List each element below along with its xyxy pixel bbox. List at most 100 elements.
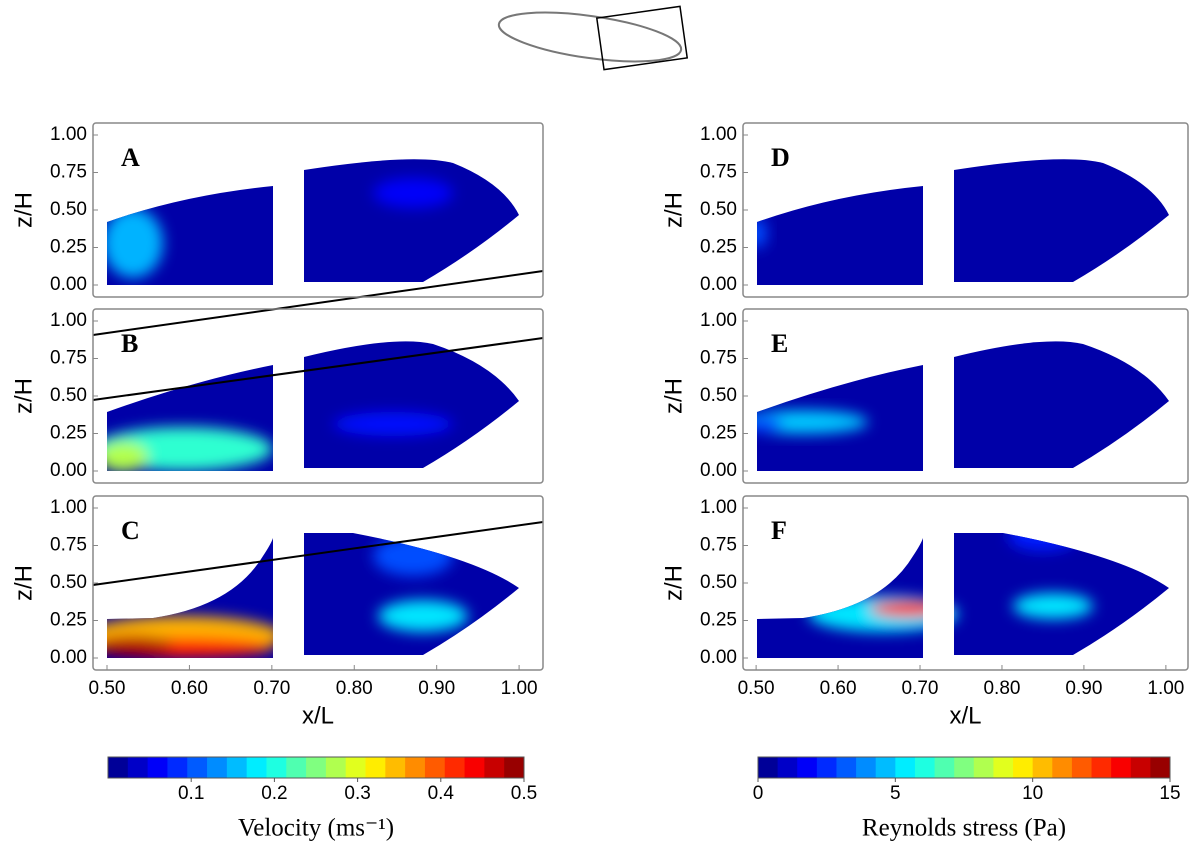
panel: B: [92, 308, 544, 484]
y-axis-label: z/H: [660, 565, 687, 601]
y-tick-label: 0.25: [50, 610, 87, 631]
colorbar-step: [226, 757, 248, 778]
slope-line: [92, 521, 544, 586]
colorbar-tick-label: 15: [1159, 783, 1180, 804]
colorbar-step: [777, 757, 798, 778]
colorbar-step: [914, 757, 936, 778]
field-blur: [107, 412, 453, 471]
colorbar-tick-label: 0.2: [261, 783, 287, 804]
field-contour: [107, 636, 173, 656]
field-contour: [333, 412, 453, 436]
colorbar-step: [1111, 757, 1132, 778]
field-blur: [757, 218, 767, 248]
field-hotspots: [107, 536, 468, 658]
colorbar-step: [1130, 757, 1151, 778]
y-tick-label: 0.25: [700, 423, 737, 444]
y-tick-label: 1.00: [700, 310, 737, 331]
y-tick-label: 0.00: [50, 647, 87, 668]
x-tick-label: 0.70: [253, 678, 290, 699]
y-tick-label: 0.00: [50, 460, 87, 481]
y-tick-label: 1.00: [700, 124, 737, 145]
y-tick-label: 0.75: [700, 348, 737, 369]
colorbar-step: [246, 757, 267, 778]
colorbar-step: [325, 757, 347, 778]
colorbar-step: [875, 757, 896, 778]
y-tick-label: 0.50: [700, 572, 737, 593]
colorbar-step: [504, 757, 525, 778]
y-tick-label: 1.00: [700, 497, 737, 518]
colorbar-step: [127, 757, 149, 778]
panel-label: A: [121, 143, 140, 172]
field-domain: [757, 186, 923, 285]
colorbar-step: [954, 757, 975, 778]
field-hotspots: [757, 410, 868, 434]
colorbar-step: [187, 757, 208, 778]
colorbar-tick-label: 0.4: [428, 783, 455, 804]
field-domain: [304, 533, 519, 655]
y-tick-label: 0.50: [700, 199, 737, 220]
panel-label: C: [121, 516, 140, 545]
y-tick-label: 0.50: [50, 572, 87, 593]
panel-label: B: [121, 329, 138, 358]
field-hotspots: [757, 218, 767, 248]
colorbar-step: [365, 757, 386, 778]
y-tick-label: 0.25: [50, 423, 87, 444]
colorbar-step: [797, 757, 818, 778]
colorbar-tick-label: 0.3: [344, 783, 370, 804]
y-tick-label: 0.75: [700, 162, 737, 183]
colorbar-step: [108, 757, 129, 778]
y-tick-label: 0.00: [700, 460, 737, 481]
colorbar-step: [464, 757, 485, 778]
x-axis-label: x/L: [302, 702, 334, 729]
field-hotspots: [107, 412, 453, 471]
x-tick-label: 0.60: [820, 678, 857, 699]
colorbar-frame: [107, 756, 525, 779]
colorbar-step: [973, 757, 994, 778]
colorbar-step: [286, 757, 307, 778]
field-contour: [107, 442, 148, 471]
colorbar-step: [836, 757, 857, 778]
field-blur: [107, 536, 468, 658]
colorbar-tick-label: 0: [753, 783, 764, 804]
colorbar-step: [266, 757, 287, 778]
y-tick-label: 0.25: [50, 237, 87, 258]
colorbar-step: [1150, 757, 1171, 778]
colorbar-step: [1052, 757, 1073, 778]
panel-label: F: [771, 516, 787, 545]
y-tick-label: 0.00: [50, 274, 87, 295]
colorbar-step: [758, 757, 779, 778]
panel: A: [92, 122, 544, 336]
field-contour: [378, 600, 468, 632]
y-tick-label: 0.50: [50, 199, 87, 220]
field-contour: [1008, 533, 1078, 551]
x-tick-label: 0.90: [1065, 678, 1102, 699]
y-tick-label: 0.50: [700, 385, 737, 406]
colorbar-step: [895, 757, 916, 778]
field-contour: [373, 536, 453, 576]
x-tick-label: 1.00: [1147, 678, 1184, 699]
field-contour: [107, 208, 163, 278]
colorbar-tick-label: 0.1: [178, 783, 204, 804]
colorbar-step: [1091, 757, 1112, 778]
y-tick-label: 0.75: [50, 535, 87, 556]
colorbar-step: [345, 757, 367, 778]
panel: E: [742, 308, 1189, 484]
y-tick-label: 1.00: [50, 497, 87, 518]
field-contour: [373, 178, 453, 208]
field-contour: [757, 416, 783, 432]
colorbar-step: [306, 757, 327, 778]
y-axis-label: z/H: [10, 565, 37, 601]
colorbar-step: [1013, 757, 1034, 778]
y-tick-label: 0.75: [50, 162, 87, 183]
colorbar-tick-label: 0.5: [511, 783, 537, 804]
colorbar-frame: [757, 756, 1171, 779]
x-tick-label: 0.80: [336, 678, 373, 699]
colorbar-step: [1032, 757, 1053, 778]
colorbar-step: [385, 757, 406, 778]
field-hotspots: [107, 178, 453, 278]
y-tick-label: 1.00: [50, 124, 87, 145]
panel-label: D: [771, 143, 790, 172]
y-tick-label: 1.00: [50, 310, 87, 331]
x-tick-label: 0.50: [738, 678, 775, 699]
field-domain: [954, 341, 1169, 468]
